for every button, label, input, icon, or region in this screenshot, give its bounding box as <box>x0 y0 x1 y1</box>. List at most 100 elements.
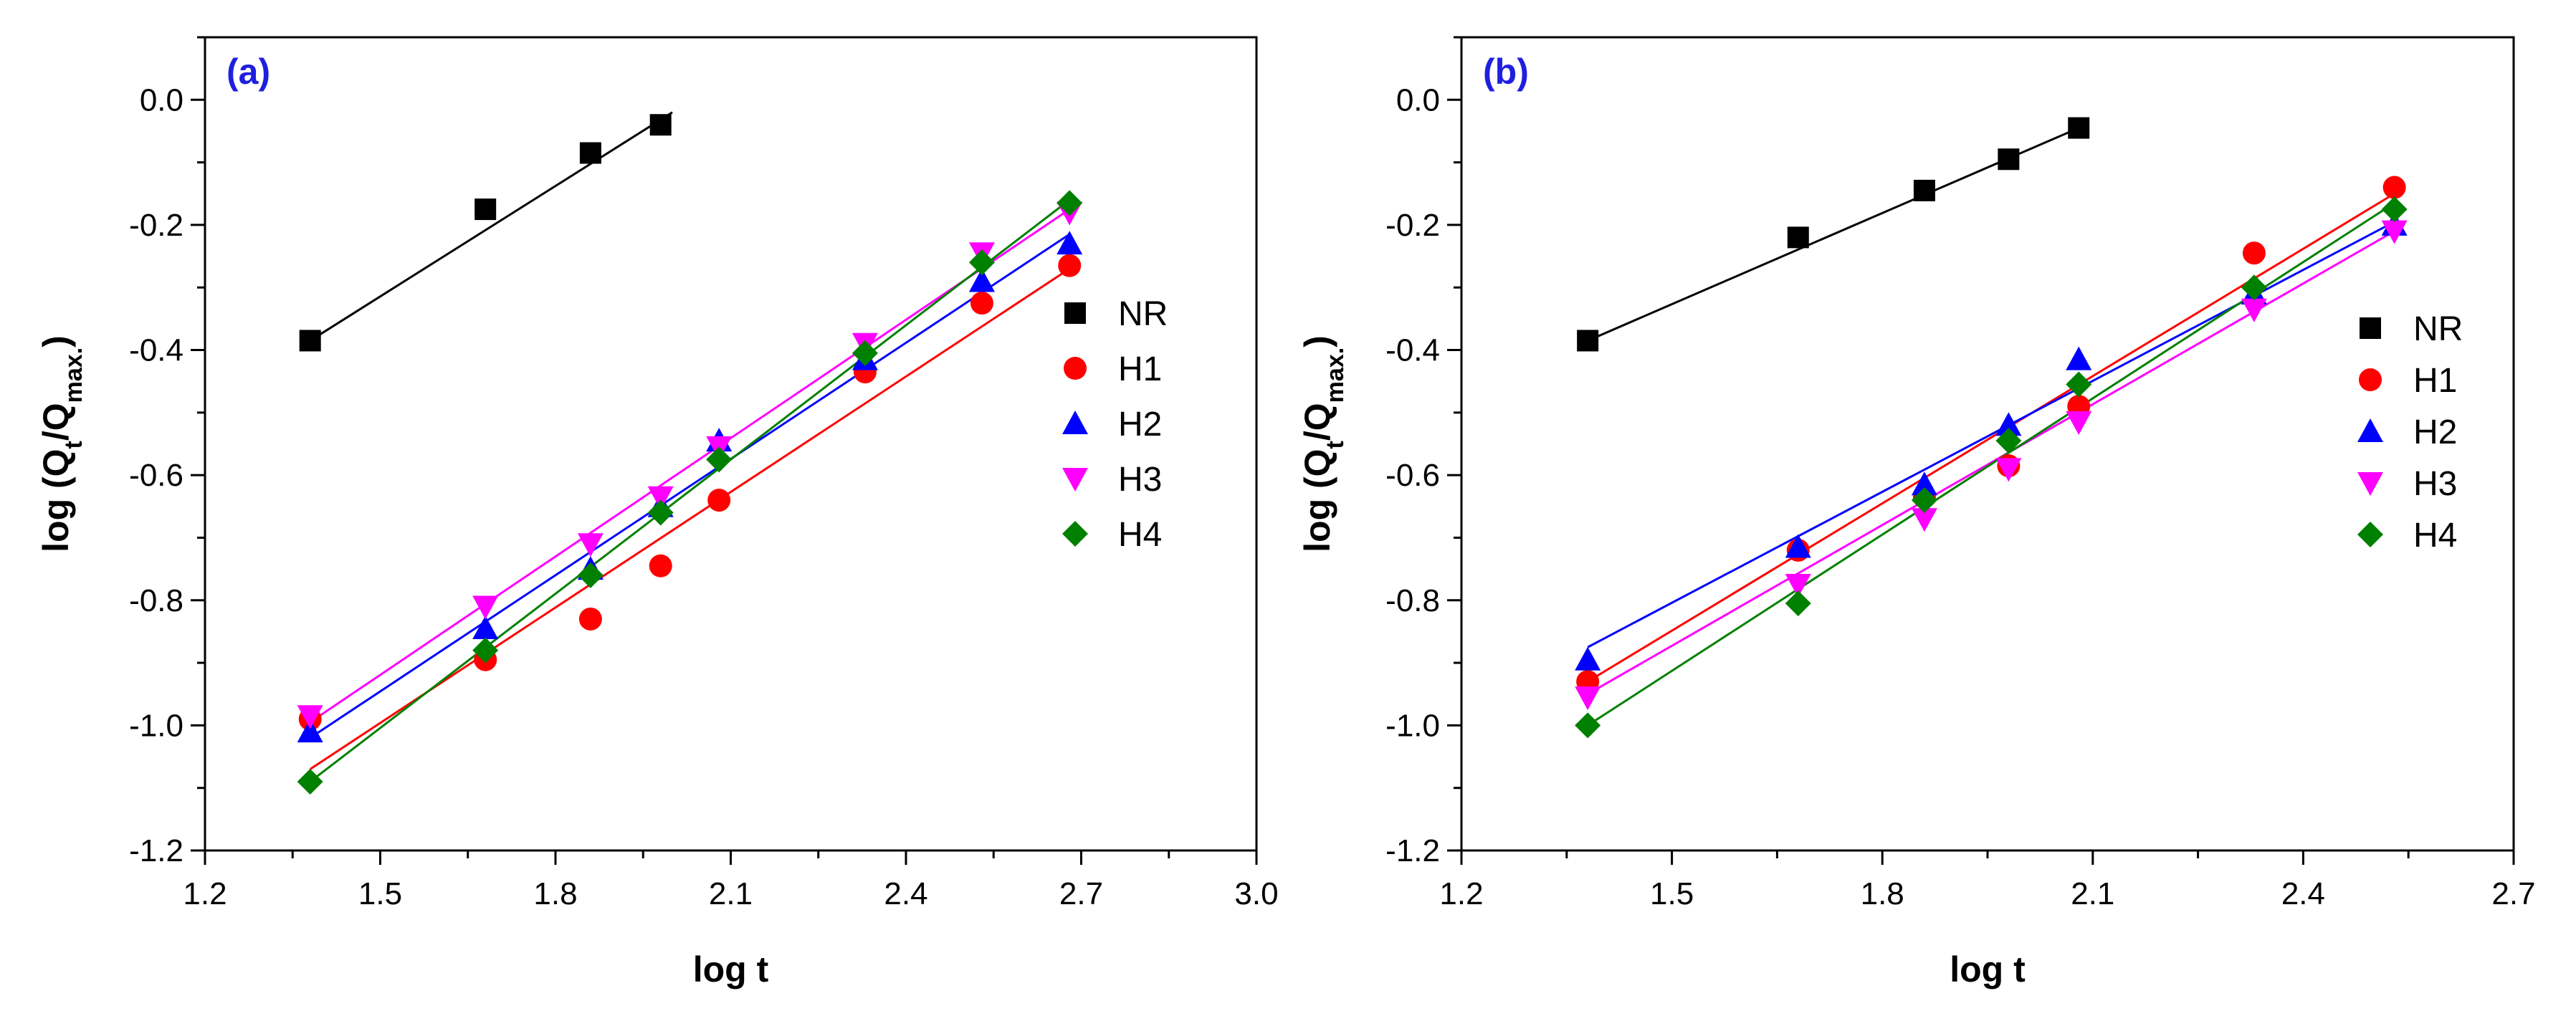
y-tick-label: -1.0 <box>129 708 183 743</box>
data-point-h3: H3 (1.98, -0.59) <box>1995 458 2022 482</box>
legend-label-nr: NR <box>1118 295 1168 333</box>
legend: NR H1 H2 H3 H4 <box>2357 310 2463 555</box>
data-point-h4: H4 (2.68, -0.17) <box>1056 190 1083 216</box>
data-point-h4: H4 (1.38, -1.00) <box>1575 712 1601 739</box>
y-tick-label: -0.8 <box>129 583 183 618</box>
legend-marker-h1 <box>2359 368 2382 391</box>
panel-label: (b) <box>1483 52 1529 92</box>
fit-line-h3 <box>309 208 1071 724</box>
x-tick-label: 1.5 <box>358 876 402 911</box>
y-tick-label: -0.4 <box>129 333 183 368</box>
fit-line-h3 <box>1587 230 2395 696</box>
legend-label-h3: H3 <box>1118 461 1162 499</box>
data-point-h3: H3 (2.33, -0.34) <box>2241 298 2267 322</box>
fit-line-nr <box>1587 127 2079 342</box>
y-tick-label: 0.0 <box>1396 82 1440 118</box>
legend-label-h2: H2 <box>2413 413 2457 451</box>
x-tick-label: 2.1 <box>2071 876 2114 911</box>
data-point-h4: H4 (1.68, -0.81) <box>1785 590 1811 617</box>
fit-line-h4 <box>309 198 1071 783</box>
y-tick-label: -1.2 <box>129 833 183 868</box>
data-point-h3: H3 (1.68, -0.81) <box>472 595 499 620</box>
y-tick-label: -0.6 <box>129 458 183 493</box>
x-tick-label: 2.4 <box>2281 876 2325 911</box>
data-point-h4: H4 (1.86, -0.76) <box>577 562 604 588</box>
legend-label-h4: H4 <box>1118 516 1162 554</box>
data-point-h1: H1 (2.68, -0.27) <box>1058 254 1082 277</box>
data-point-nr: NR (1.86, -0.14) <box>1913 179 1935 201</box>
data-point-nr: NR (1.68, -0.17) <box>474 198 497 221</box>
fit-line-nr <box>309 111 673 342</box>
data-point-h1: H1 (2.33, -0.24) <box>2242 241 2266 265</box>
data-point-h3: H3 (2.08, -0.52) <box>2066 411 2092 435</box>
data-point-nr: NR (1.68, -0.22) <box>1787 226 1809 249</box>
legend-label-nr: NR <box>2413 310 2463 348</box>
data-point-h3: H3 (1.38, -0.95) <box>1575 686 1601 711</box>
data-point-h1: H1 (1.98, -0.74) <box>649 554 672 578</box>
data-point-nr: NR (1.38, -0.39) <box>299 330 321 352</box>
fit-line-h2 <box>309 233 1071 739</box>
legend-marker-h2 <box>2357 418 2383 442</box>
x-tick-label: 1.8 <box>1861 876 1904 911</box>
data-point-h4: H4 (1.38, -1.09) <box>297 768 323 795</box>
data-point-h2: H2 (1.38, -1.01) <box>297 719 323 743</box>
data-point-h1: H1 (2.53, -0.14) <box>2382 176 2406 199</box>
legend-marker-h4 <box>1062 521 1088 547</box>
data-point-h2: H2 (1.68, -0.84) <box>472 615 499 640</box>
legend-label-h3: H3 <box>2413 465 2457 503</box>
legend-marker-h3 <box>1062 468 1088 492</box>
x-tick-label: 1.8 <box>533 876 577 911</box>
data-point-h4: H4 (1.86, -0.64) <box>1911 487 1937 514</box>
legend-marker-nr <box>1064 302 1086 324</box>
x-tick-label: 2.1 <box>709 876 753 911</box>
data-point-h1: H1 (2.53, -0.33) <box>970 292 993 315</box>
data-point-h3: H3 (1.86, -0.67) <box>1911 508 1937 532</box>
legend-label-h4: H4 <box>2413 517 2457 555</box>
data-point-h4: H4 (2.53, -0.26) <box>968 249 995 276</box>
x-tick-label: 1.2 <box>183 876 226 911</box>
plot-frame <box>204 36 1258 852</box>
data-point-h2: H2 (2.53, -0.29) <box>968 268 995 292</box>
plot-frame <box>1460 36 2515 852</box>
data-point-h2: H2 (2.08, -0.41) <box>2066 346 2092 370</box>
data-point-nr: NR (1.86, -0.09) <box>579 142 601 164</box>
data-point-h4: H4 (1.98, -0.55) <box>1995 428 2022 454</box>
data-point-nr: NR (1.98, -0.04) <box>649 114 672 136</box>
data-point-h2: H2 (1.68, -0.71) <box>1785 534 1811 558</box>
y-tick-label: -0.8 <box>1385 583 1440 618</box>
data-point-h4: H4 (1.68, -0.88) <box>472 637 499 663</box>
data-point-h4: H4 (1.98, -0.66) <box>647 499 674 526</box>
data-point-h1: H1 (2.08, -0.64) <box>707 489 731 512</box>
legend-marker-h2 <box>1062 411 1088 434</box>
legend-marker-nr <box>2360 317 2381 339</box>
data-point-nr: NR (2.08, -0.04) <box>2068 117 2090 139</box>
legend-label-h2: H2 <box>1118 406 1162 444</box>
chart-panel-a: 1.2 1.5 1.8 2.1 2.4 2.7 3.0 -1.2 -1.0 -0.8 -0.6 -0.… <box>36 36 1279 989</box>
data-point-h2: H2 (1.38, -0.90) <box>1575 646 1601 671</box>
data-point-h1: H1 (1.86, -0.83) <box>578 607 602 631</box>
legend-marker-h4 <box>2357 522 2383 547</box>
legend-label-h1: H1 <box>2413 362 2457 400</box>
data-point-h3: H3 (1.38, -0.98) <box>297 705 323 729</box>
y-tick-label: -1.2 <box>1385 833 1440 868</box>
data-point-h3: H3 (2.53, -0.21) <box>2381 220 2408 244</box>
data-point-h4: H4 (2.53, -0.17) <box>2381 196 2408 223</box>
data-point-h2: H2 (1.86, -0.61) <box>1911 471 1937 496</box>
legend: NR H1 H2 H3 H4 <box>1062 295 1168 554</box>
data-point-nr: NR (1.98, -0.10) <box>1998 148 2020 171</box>
data-point-h4: H4 (2.08, -0.46) <box>2066 371 2092 398</box>
legend-label-h1: H1 <box>1118 350 1162 388</box>
y-tick-label: -0.2 <box>1385 208 1440 243</box>
x-axis-title: log t <box>693 949 769 989</box>
data-point-h4: H4 (2.33, -0.30) <box>2241 274 2267 301</box>
x-tick-label: 1.2 <box>1439 876 1483 911</box>
chart-panel-b: 1.2 1.5 1.8 2.1 2.4 2.7 -1.2 -1.0 -0.8 -0.6 -0.4 -0… <box>1297 36 2536 989</box>
x-tick-label: 2.4 <box>884 876 927 911</box>
data-point-h2: H2 (2.68, -0.23) <box>1056 231 1083 255</box>
data-point-h4: H4 (2.08, -0.57) <box>706 446 733 473</box>
fit-line-h1 <box>1587 192 2395 683</box>
x-tick-label: 2.7 <box>2491 876 2535 911</box>
data-point-nr: NR (1.38, -0.39) <box>1577 330 1599 352</box>
data-point-h3: H3 (1.68, -0.78) <box>1785 573 1811 598</box>
fit-line-h2 <box>1587 221 2395 648</box>
